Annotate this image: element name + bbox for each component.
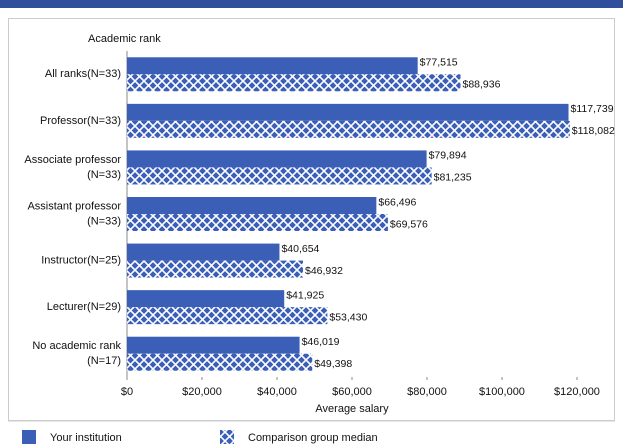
bar	[127, 260, 303, 278]
bar	[127, 120, 570, 138]
x-tick-label: $80,000	[407, 386, 447, 398]
value-label: $40,654	[281, 243, 319, 255]
x-tick-label: $40,000	[257, 386, 297, 398]
value-label: $77,515	[420, 57, 458, 69]
y-tick-label: Lecturer(N=29)	[47, 301, 121, 313]
x-tick-label: $60,000	[332, 386, 372, 398]
y-tick-label: (N=33)	[87, 169, 121, 181]
x-tick-label: $120,000	[554, 386, 600, 398]
value-label: $49,398	[314, 358, 352, 370]
bar	[127, 57, 418, 75]
y-tick-label: No academic rank	[32, 340, 121, 352]
y-tick-label: Assistant professor	[27, 200, 121, 212]
bar	[127, 197, 377, 214]
value-label: $79,894	[429, 150, 467, 162]
x-tick-label: $20,000	[182, 386, 222, 398]
bar	[127, 74, 461, 92]
value-label: $88,936	[463, 79, 501, 91]
legend-swatch	[22, 430, 36, 444]
value-label: $53,430	[329, 311, 367, 323]
value-label: $46,932	[305, 265, 343, 277]
bar	[127, 307, 328, 325]
y-axis-title: Academic rank	[88, 33, 161, 45]
top-band	[0, 0, 623, 8]
value-label: $118,082	[572, 125, 615, 137]
bar	[127, 167, 432, 185]
y-tick-label: All ranks(N=33)	[45, 68, 121, 80]
bar	[127, 103, 569, 121]
x-axis-title: Average salary	[315, 403, 389, 415]
bar	[127, 150, 427, 168]
bar	[127, 214, 388, 231]
legend-swatch	[220, 430, 234, 444]
legend-label: Your institution	[50, 432, 122, 444]
bar	[127, 353, 313, 371]
bar	[127, 336, 300, 354]
value-label: $41,925	[286, 289, 324, 301]
y-tick-label: Instructor(N=25)	[41, 254, 121, 266]
value-label: $46,019	[302, 336, 340, 348]
x-tick-label: $0	[121, 386, 133, 398]
x-tick-label: $100,000	[479, 386, 525, 398]
value-label: $66,496	[378, 196, 416, 208]
value-label: $117,739	[571, 103, 614, 115]
y-tick-label: Associate professor	[24, 154, 121, 166]
y-tick-label: (N=17)	[87, 355, 121, 367]
legend-label: Comparison group median	[248, 432, 378, 444]
value-label: $69,576	[390, 218, 428, 230]
y-tick-label: (N=33)	[87, 215, 121, 227]
bar	[127, 243, 280, 261]
bar	[127, 290, 285, 308]
y-tick-label: Professor(N=33)	[40, 115, 121, 127]
value-label: $81,235	[434, 172, 472, 184]
